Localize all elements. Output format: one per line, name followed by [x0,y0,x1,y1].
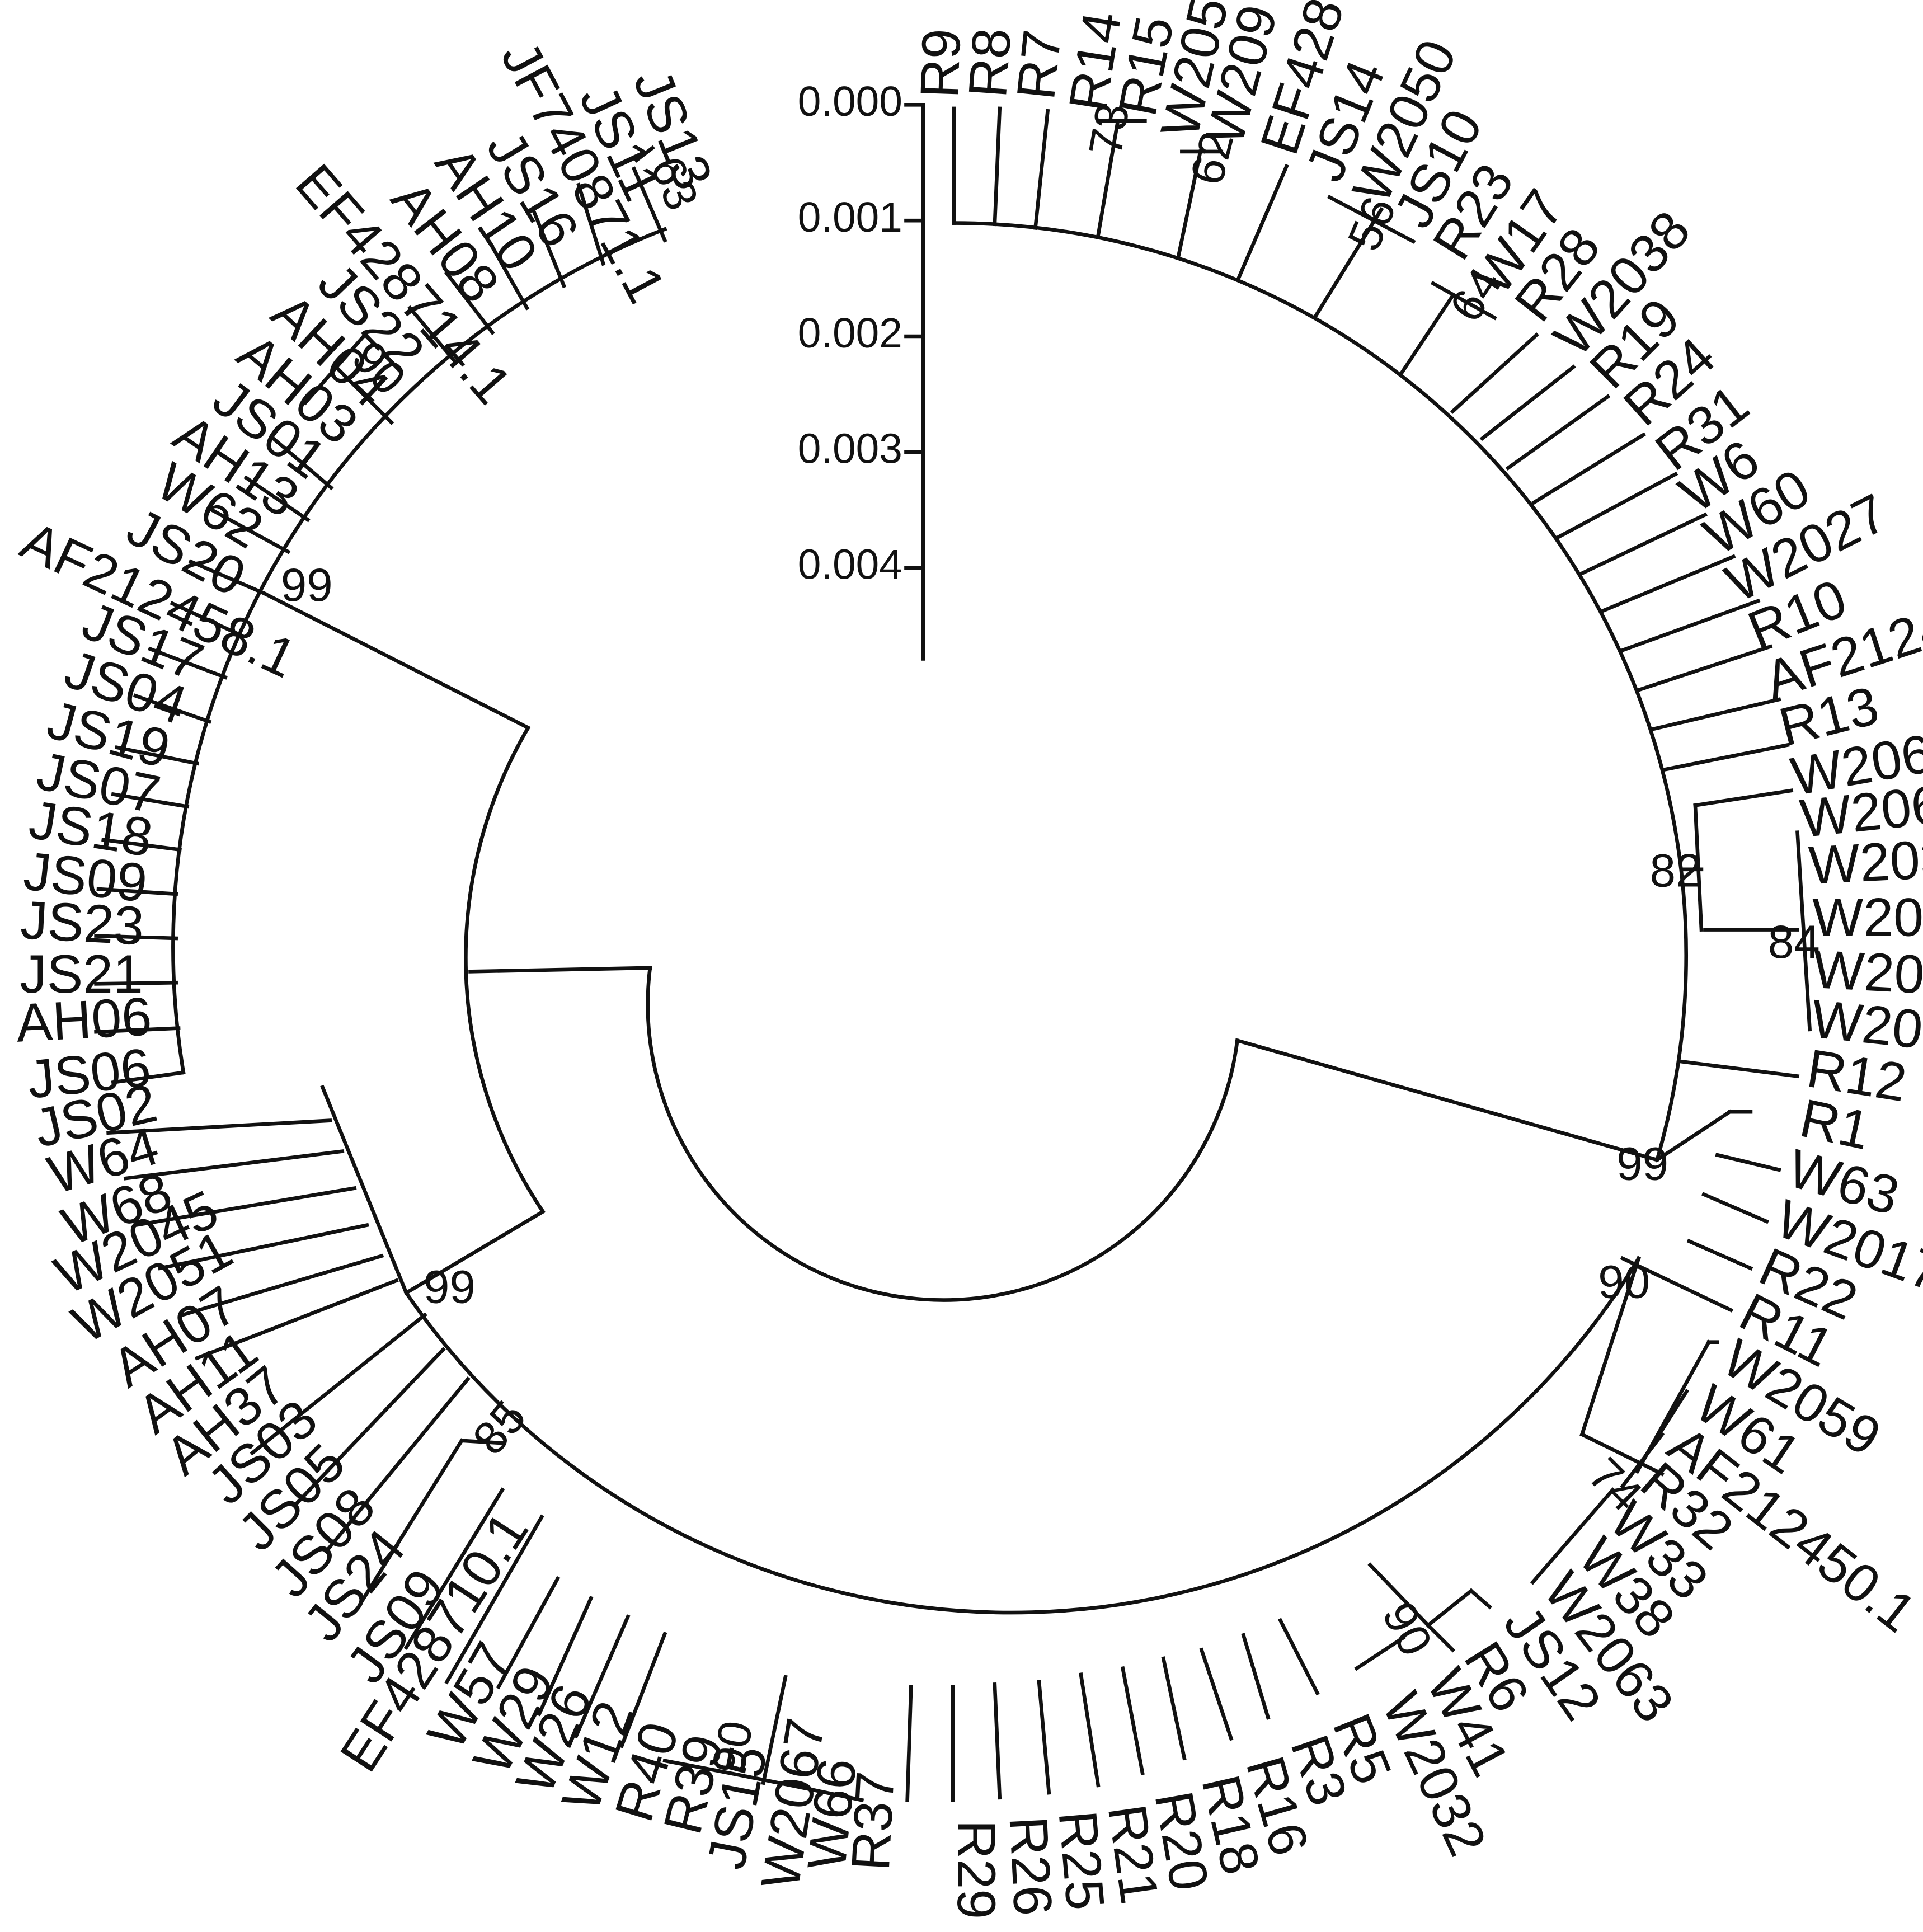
leaf-label: W66 [796,1756,868,1873]
scale-tick-1: 0.001 [798,194,902,241]
outer-arc-right [952,221,1688,1163]
leaf-label: JS06 [25,1036,154,1110]
bootstrap-value: 90 [1372,1593,1443,1664]
bootstrap-value: 84 [1768,915,1820,968]
leaf-label: R21 [1097,1801,1171,1907]
bootstrap-value: 99 [281,558,333,611]
bootstrap-value: 62 [1180,126,1244,190]
leaf-label: JS21 [20,943,143,1004]
leaf-label: R12 [1803,1037,1910,1113]
left-arc [464,725,546,1215]
branch-left-clade [468,966,652,974]
scale-tick-4: 0.004 [798,540,902,587]
leaf-label: JS09 [21,840,150,913]
leaf-label: W206 [1797,774,1923,849]
bootstrap-value: 85 [462,1390,536,1464]
leaf-label: R8 [957,26,1022,100]
leaf-label: W2066 [1812,887,1923,948]
leaf-labels: R9 R8 R7 R14 R15 W205 W209 EF428626.1 JS… [12,0,1923,1919]
leaf-label: JS23 [19,889,145,956]
branch-lower-left [403,1209,546,1296]
scale-tick-2: 0.002 [798,309,902,356]
root-arc [646,966,1240,1302]
outer-arc-lower [403,1256,1642,1615]
leaf-label: R9 [909,28,972,99]
bootstrap-value: 73 [1079,99,1140,159]
leaf-label: R1 [1795,1087,1875,1161]
leaf-label: R7 [1005,27,1073,102]
leaf-label: R26 [998,1815,1064,1917]
scale-bar: 0.000 0.001 0.002 0.003 0.004 [798,78,925,661]
leaf-label: R29 [946,1820,1007,1919]
leaf-label: R25 [1047,1808,1116,1912]
branch-upper-left [262,591,531,731]
leaf-label: W2030 [1807,826,1923,896]
bootstrap-value: 82 [1650,844,1702,897]
leaf-label: AH06 [15,985,153,1054]
leaf-label: W2054 [1812,938,1923,1008]
bootstrap-value: 90 [1598,1256,1650,1308]
bootstrap-value: 90 [702,1717,763,1777]
outer-arc-upper-left [171,227,667,1075]
bootstrap-value: 99 [424,1260,476,1313]
branch-right-clade [1235,1038,1659,1163]
scale-tick-3: 0.003 [798,425,902,472]
tree-branches [94,106,1812,1803]
bootstrap-value: 99 [1616,1137,1668,1190]
leaf-label: R37 [840,1770,906,1872]
scale-tick-0: 0.000 [798,78,902,125]
